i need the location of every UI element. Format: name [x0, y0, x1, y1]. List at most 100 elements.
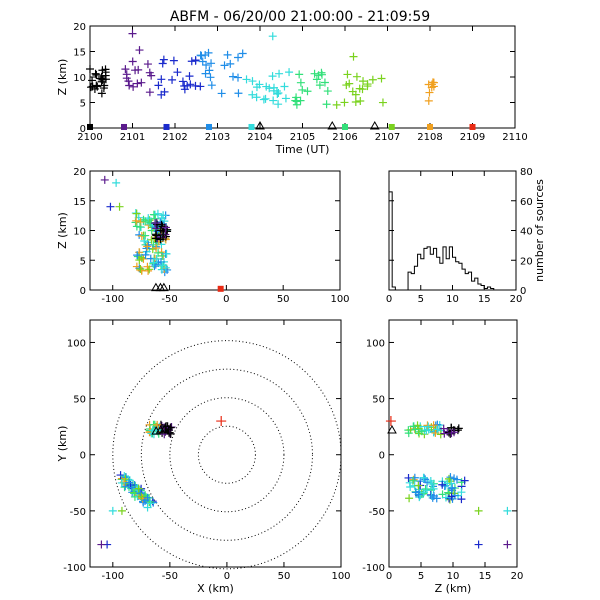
- time-height-source: [169, 56, 178, 65]
- time-height-source: [86, 83, 95, 92]
- time-height-source: [252, 83, 261, 92]
- time-height-source: [154, 81, 163, 90]
- z-y-source-south: [428, 493, 437, 502]
- time-height-source: [368, 75, 377, 84]
- x-z-outlier: [100, 175, 109, 184]
- time-height-source: [292, 100, 301, 109]
- plan-source-south: [116, 471, 125, 480]
- z-y-source-south: [444, 488, 453, 497]
- x-z-source: [145, 265, 154, 274]
- x-z-source-dark: [161, 223, 170, 232]
- z-y-ground-point: [385, 416, 396, 427]
- z-y-source-south: [438, 480, 447, 489]
- time-height-source: [355, 84, 364, 93]
- time-height-source: [425, 88, 434, 97]
- histogram-ytick-label: 40: [520, 227, 533, 238]
- histogram-ylabel: number of sources: [533, 179, 546, 282]
- x-z-source-dark: [157, 220, 166, 229]
- x-z-source-dark: [156, 226, 165, 235]
- range-ring: [197, 425, 256, 484]
- x-z-source: [141, 231, 150, 240]
- z-y-xtick-label: 15: [479, 571, 492, 582]
- z-y-source-south: [427, 479, 436, 488]
- time-height-source: [303, 87, 312, 96]
- time-height-source: [217, 89, 226, 98]
- time-height-source: [234, 53, 243, 62]
- time-height-source: [157, 90, 166, 99]
- x-z-source-dark: [151, 219, 160, 228]
- x-z-source: [135, 222, 144, 231]
- plan-source-south: [136, 489, 145, 498]
- x-z-source: [158, 251, 167, 260]
- time-height-source: [345, 79, 354, 88]
- time-height-source: [202, 61, 211, 70]
- x-z-ylabel: Z (km): [56, 212, 69, 249]
- time-height-source: [133, 79, 142, 88]
- time-height-source: [315, 81, 324, 90]
- time-height-source: [261, 94, 270, 103]
- z-y-xtick-label: 20: [511, 571, 524, 582]
- x-z-source-dark: [152, 231, 161, 240]
- histogram-ytick-label: 80: [520, 167, 533, 178]
- time-height-source: [317, 68, 326, 77]
- z-y-source-north: [429, 421, 438, 430]
- plan-view-xlabel: X (km): [197, 582, 234, 595]
- time-height-source: [259, 95, 268, 104]
- z-y-outlier: [474, 540, 483, 549]
- time-height-source: [332, 100, 341, 109]
- z-y-ytick-label: -50: [369, 507, 385, 518]
- time-height-ytick-label: 0: [80, 124, 86, 135]
- x-z-source: [152, 244, 161, 253]
- z-y-source-north: [447, 429, 456, 438]
- z-y-source-north: [414, 424, 423, 433]
- time-height-xtick-label: 2109: [460, 132, 485, 143]
- time-height-frame: [89, 25, 516, 129]
- time-height-ground-point: [248, 123, 255, 130]
- histogram-xtick-label: 10: [446, 294, 459, 305]
- time-height-outlier: [268, 32, 277, 41]
- time-height-source: [191, 81, 200, 90]
- z-y-source-south: [414, 481, 423, 490]
- time-height-source: [98, 66, 107, 75]
- time-height-ground-point: [342, 123, 348, 130]
- x-z-xtick-label: -50: [161, 294, 177, 305]
- x-z-source: [152, 254, 161, 263]
- time-height-source: [351, 98, 360, 107]
- time-height-source: [252, 93, 261, 102]
- time-height-source: [185, 72, 194, 81]
- x-z-panel: -100 -50 0 50 100 0 5 10 15 20 Z (km): [56, 167, 350, 305]
- histogram-xtick-label: 0: [386, 294, 392, 305]
- time-height-station-marker: [327, 120, 338, 130]
- z-y-station-marker: [387, 425, 397, 434]
- z-y-source-south: [406, 482, 415, 491]
- z-y-outlier: [474, 506, 483, 515]
- x-z-source: [144, 240, 153, 249]
- range-ring: [140, 368, 313, 541]
- time-height-source: [92, 70, 101, 79]
- time-height-source: [134, 65, 143, 74]
- time-height-source: [137, 78, 146, 87]
- time-height-source: [429, 82, 438, 91]
- x-z-source: [133, 252, 142, 261]
- time-height-source: [265, 84, 274, 93]
- x-z-ytick-label: 10: [73, 227, 86, 238]
- time-height-ylabel: Z (km): [56, 59, 69, 96]
- time-height-station-marker: [255, 120, 265, 130]
- z-y-outlier: [503, 540, 512, 549]
- z-y-source-south: [429, 484, 438, 493]
- plan-view-frame: [89, 319, 342, 568]
- z-y-source-north: [433, 425, 442, 434]
- x-z-outlier: [106, 202, 115, 211]
- time-height-source: [157, 75, 166, 84]
- time-height-source: [377, 74, 386, 83]
- time-height-source: [340, 98, 349, 107]
- time-height-xtick-label: 2110: [502, 132, 527, 143]
- time-height-source: [233, 73, 242, 82]
- z-y-source-north: [440, 429, 449, 438]
- time-height-source: [159, 55, 168, 64]
- plan-view-xtick-label: 0: [224, 571, 230, 582]
- x-z-source: [131, 209, 140, 218]
- figure-title: ABFM - 06/20/00 21:00:00 - 21:09:59: [170, 9, 430, 25]
- x-z-source: [137, 266, 146, 275]
- x-z-source: [147, 235, 156, 244]
